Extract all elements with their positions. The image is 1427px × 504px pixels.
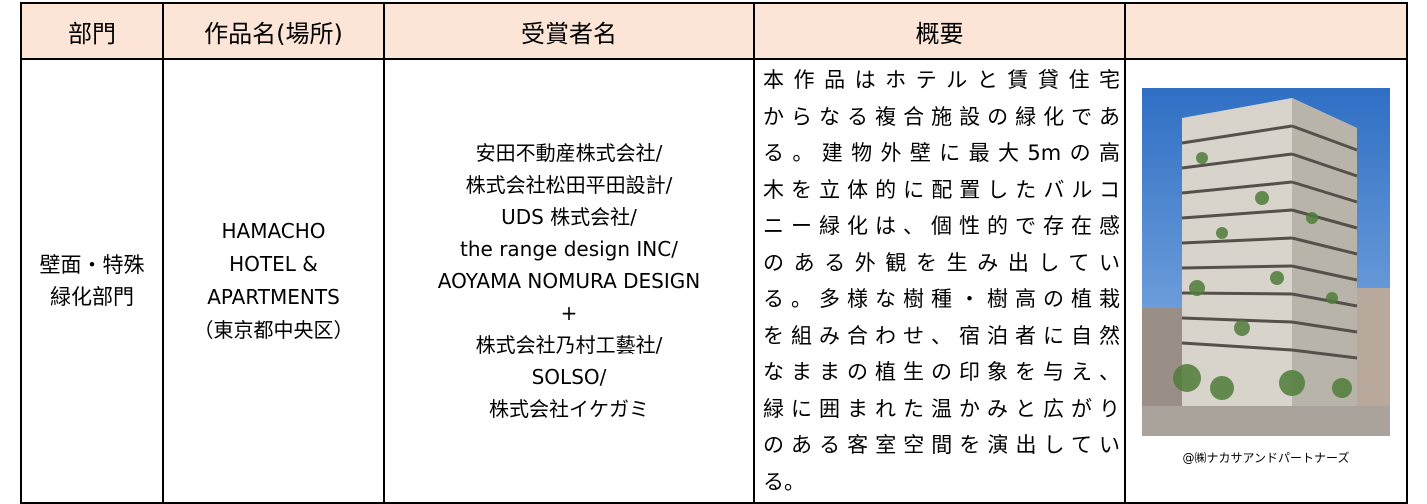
header-cell: 作品名(場所)	[162, 2, 385, 60]
header-cell: 受賞者名	[383, 2, 755, 60]
summary-line: のある外観を生み出してい	[763, 250, 1120, 275]
summary-line: を組み合わせ、宿泊者に自然	[763, 323, 1120, 348]
recipient-line: SOLSO/	[531, 365, 607, 389]
summary-line: からなる複合施設の緑化であ	[763, 104, 1120, 129]
recipient-line: 株式会社イケガミ	[489, 397, 649, 421]
header-cell: 概要	[753, 2, 1126, 60]
recipient-line: UDS 株式会社/	[501, 205, 637, 229]
header-cell: 部門	[20, 2, 164, 60]
work-line: （東京都中央区）	[193, 318, 354, 342]
recipient-line: +	[560, 301, 578, 325]
summary-line: る。多様な樹種・樹高の植栽	[763, 287, 1120, 311]
recipient-line: AOYAMA NOMURA DESIGN	[437, 269, 701, 293]
header-cell	[1124, 2, 1408, 60]
summary-line: 本作品はホテルと賃貸住宅	[763, 68, 1120, 92]
division-line: 緑化部門	[50, 285, 134, 309]
recipient-line: 安田不動産株式会社/	[475, 141, 663, 165]
recipient-line: 株式会社乃村工藝社/	[475, 333, 663, 357]
work-line: APARTMENTS	[207, 285, 340, 309]
summary-line: なままの植生の印象を与え、	[763, 360, 1120, 384]
division-cell: 壁面・特殊 緑化部門	[20, 58, 164, 504]
summary-line: のある客室空間を演出してい	[763, 433, 1120, 457]
division-line: 壁面・特殊	[39, 253, 145, 277]
recipient-line: the range design INC/	[460, 237, 678, 261]
recipients-cell: 安田不動産株式会社/株式会社松田平田設計/UDS 株式会社/the range …	[383, 58, 755, 504]
building-photo	[1142, 88, 1390, 436]
photo-credit: @㈱ナカサアンドパートナーズ	[1182, 451, 1350, 465]
body-row: 壁面・特殊緑化部門 HAMACHO HOTEL & APARTMENTS （東京都中央…	[20, 58, 1408, 504]
summary-line: る。	[763, 469, 805, 494]
summary-line: る。建物外壁に最大5mの高	[763, 141, 1120, 165]
header-row: 部門 作品名(場所) 受賞者名 概要	[20, 2, 1408, 60]
summary-line: 木を立体的に配置したバルコ	[763, 177, 1120, 202]
page: 部門 作品名(場所) 受賞者名 概要 壁面・特殊緑化部門 HAMACHO HOTEL &…	[20, 2, 1408, 504]
work-line: HOTEL &	[229, 252, 318, 276]
recipient-line: 株式会社松田平田設計/	[465, 173, 673, 197]
summary-cell: 本作品はホテルと賃貸住宅 からなる複合施設の緑化であ る。建物外壁に最大5mの高 木を…	[753, 58, 1126, 504]
summary-line: 緑に囲まれた温かみと広がり	[763, 396, 1120, 421]
work-line: HAMACHO	[221, 219, 326, 243]
award-table: 部門 作品名(場所) 受賞者名 概要 壁面・特殊緑化部門 HAMACHO HOTEL &…	[20, 2, 1408, 504]
work-cell: HAMACHO HOTEL & APARTMENTS （東京都中央区）	[162, 58, 385, 504]
award-table-wrap: 部門 作品名(場所) 受賞者名 概要 壁面・特殊緑化部門 HAMACHO HOTEL &…	[20, 2, 1408, 504]
photo-cell: @㈱ナカサアンドパートナーズ	[1124, 58, 1408, 504]
summary-line: ニー緑化は、個性的で存在感	[763, 214, 1120, 238]
